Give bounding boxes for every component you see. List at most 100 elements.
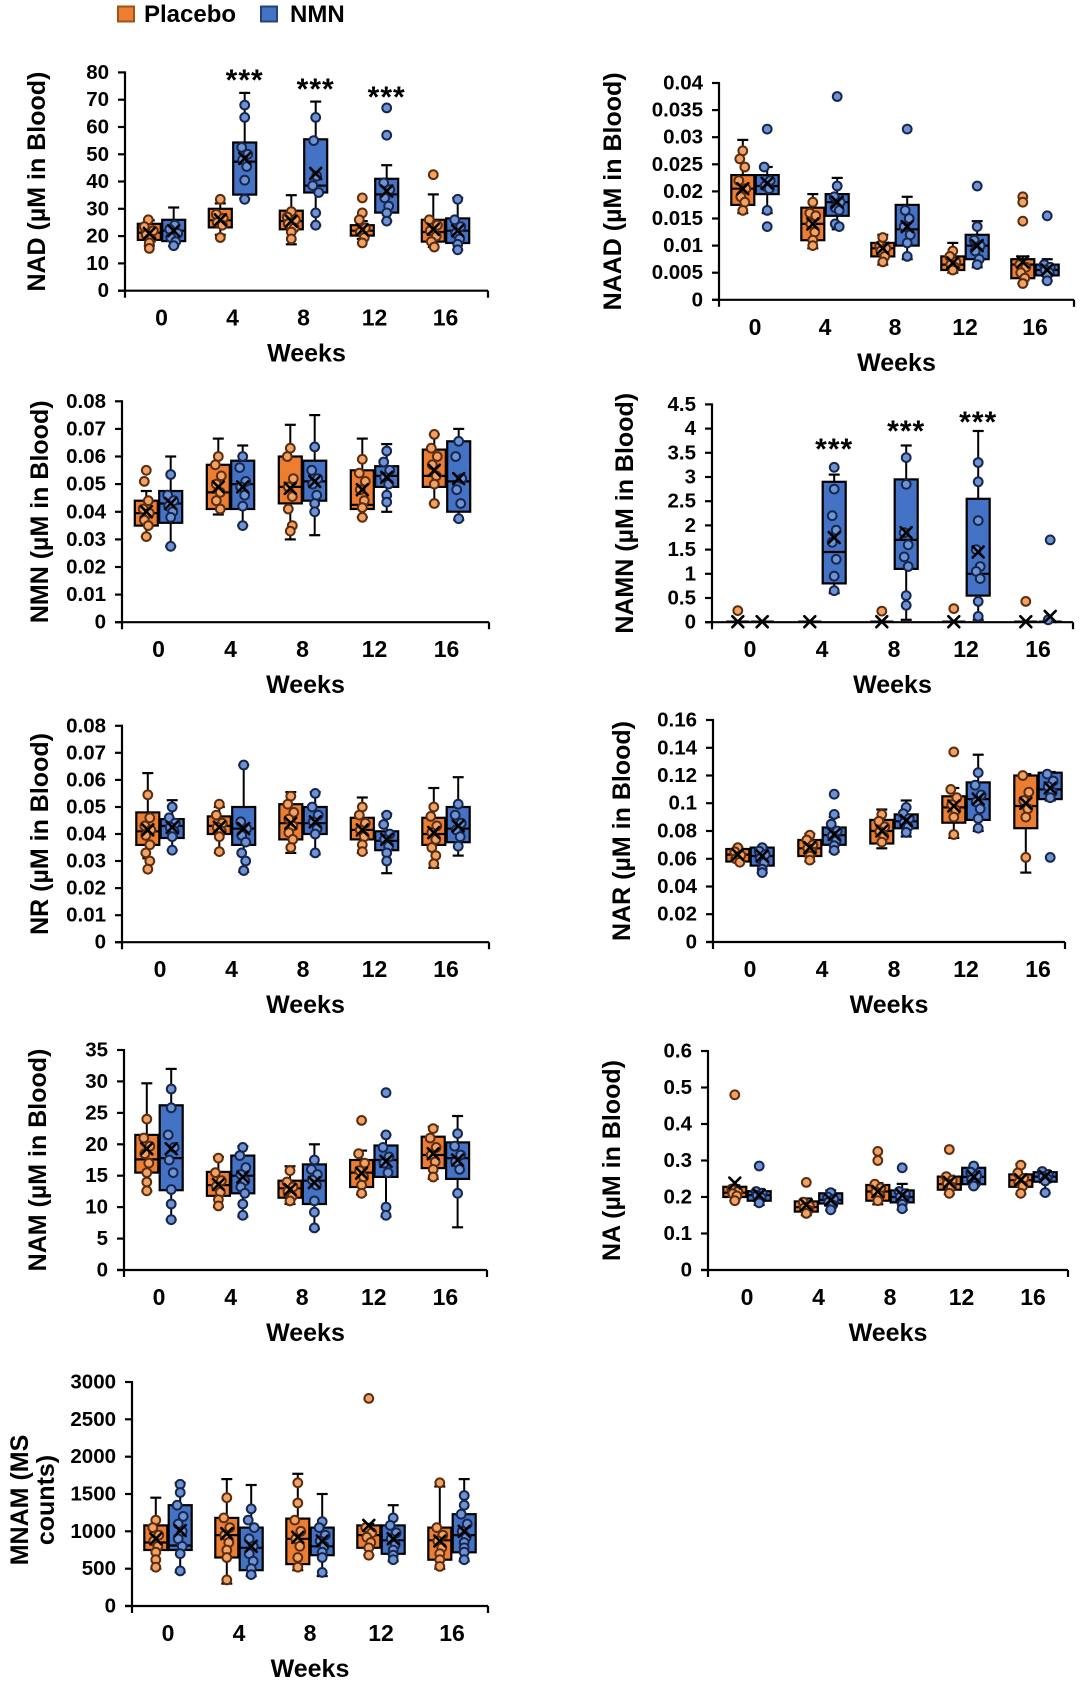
svg-text:16: 16 [433, 1284, 459, 1310]
svg-text:0.07: 0.07 [66, 417, 106, 440]
svg-text:20: 20 [86, 225, 109, 248]
svg-text:0: 0 [744, 636, 757, 662]
svg-text:0.12: 0.12 [657, 764, 697, 787]
svg-text:counts): counts) [32, 1455, 60, 1545]
svg-text:10: 10 [85, 1196, 108, 1219]
svg-text:0: 0 [98, 279, 109, 302]
svg-text:0.02: 0.02 [657, 903, 697, 926]
svg-text:0.01: 0.01 [66, 904, 106, 927]
svg-text:0.05: 0.05 [66, 796, 106, 819]
svg-text:0.3: 0.3 [664, 1149, 693, 1172]
svg-text:Weeks: Weeks [266, 991, 345, 1019]
svg-text:***: *** [815, 433, 853, 466]
svg-text:80: 80 [86, 61, 109, 84]
svg-text:0.08: 0.08 [66, 390, 106, 413]
svg-text:0.5: 0.5 [668, 587, 697, 610]
svg-text:MNAM (MS: MNAM (MS [6, 1435, 34, 1566]
svg-text:NAAD (µM in Blood): NAAD (µM in Blood) [599, 72, 627, 310]
svg-text:1000: 1000 [70, 1520, 116, 1543]
svg-text:0.01: 0.01 [663, 234, 703, 257]
svg-text:1500: 1500 [70, 1483, 116, 1506]
svg-text:0.035: 0.035 [652, 99, 703, 122]
svg-text:0: 0 [686, 931, 697, 954]
svg-text:0: 0 [95, 931, 106, 954]
svg-text:5: 5 [97, 1227, 108, 1250]
svg-text:30: 30 [85, 1070, 108, 1093]
svg-text:0.025: 0.025 [652, 153, 703, 176]
svg-text:0.08: 0.08 [66, 714, 106, 737]
svg-text:3: 3 [685, 466, 696, 489]
svg-text:4: 4 [233, 1620, 246, 1646]
svg-text:0.06: 0.06 [66, 445, 106, 468]
svg-text:0.005: 0.005 [652, 261, 703, 284]
svg-text:500: 500 [82, 1557, 116, 1580]
svg-text:0: 0 [95, 611, 106, 634]
svg-text:16: 16 [1025, 956, 1051, 982]
svg-text:0.5: 0.5 [664, 1076, 693, 1099]
svg-text:8: 8 [884, 1284, 897, 1310]
svg-text:8: 8 [297, 956, 310, 982]
svg-text:3.5: 3.5 [668, 441, 697, 464]
svg-text:0.03: 0.03 [66, 850, 106, 873]
svg-text:30: 30 [86, 197, 109, 220]
svg-text:2000: 2000 [70, 1445, 116, 1468]
svg-text:***: *** [297, 73, 335, 106]
svg-text:12: 12 [952, 314, 978, 340]
svg-text:12: 12 [362, 956, 388, 982]
svg-text:0.1: 0.1 [669, 792, 698, 815]
svg-text:0.16: 0.16 [657, 709, 697, 732]
svg-text:70: 70 [86, 88, 109, 111]
svg-text:12: 12 [362, 305, 388, 331]
svg-text:16: 16 [1020, 1284, 1046, 1310]
svg-text:NR (µM in Blood): NR (µM in Blood) [26, 733, 54, 935]
svg-text:0: 0 [155, 305, 168, 331]
svg-text:NAMN (µM in Blood): NAMN (µM in Blood) [611, 393, 639, 634]
svg-text:0.04: 0.04 [66, 500, 106, 523]
svg-text:Placebo: Placebo [144, 1, 236, 28]
svg-text:8: 8 [304, 1620, 317, 1646]
svg-text:16: 16 [439, 1620, 465, 1646]
svg-text:4: 4 [224, 636, 237, 662]
svg-text:0.1: 0.1 [664, 1222, 693, 1245]
svg-text:12: 12 [953, 636, 979, 662]
svg-text:0.03: 0.03 [66, 528, 106, 551]
svg-text:4: 4 [224, 1284, 237, 1310]
svg-text:0: 0 [685, 611, 696, 634]
svg-text:0.14: 0.14 [657, 736, 697, 759]
svg-text:0.6: 0.6 [664, 1040, 693, 1063]
svg-text:0.02: 0.02 [663, 180, 703, 203]
svg-text:0.07: 0.07 [66, 741, 106, 764]
svg-text:16: 16 [1025, 636, 1051, 662]
svg-text:12: 12 [362, 636, 388, 662]
svg-text:20: 20 [85, 1133, 108, 1156]
svg-text:15: 15 [85, 1164, 108, 1187]
svg-text:Weeks: Weeks [266, 671, 345, 699]
svg-text:0: 0 [97, 1259, 108, 1282]
svg-text:60: 60 [86, 116, 109, 139]
svg-text:8: 8 [888, 956, 901, 982]
svg-text:4: 4 [226, 305, 239, 331]
svg-text:8: 8 [296, 636, 309, 662]
svg-text:0: 0 [153, 1284, 166, 1310]
svg-text:Weeks: Weeks [853, 671, 932, 699]
svg-text:***: *** [226, 64, 264, 97]
svg-text:0: 0 [744, 956, 757, 982]
svg-text:16: 16 [434, 636, 460, 662]
svg-text:Weeks: Weeks [271, 1655, 350, 1683]
svg-text:Weeks: Weeks [267, 340, 346, 368]
svg-text:0.06: 0.06 [66, 768, 106, 791]
svg-text:***: *** [368, 81, 406, 114]
svg-text:NA (µM in Blood): NA (µM in Blood) [598, 1060, 626, 1261]
svg-text:12: 12 [368, 1620, 394, 1646]
svg-text:16: 16 [433, 956, 459, 982]
svg-text:16: 16 [433, 305, 459, 331]
svg-text:0: 0 [692, 288, 703, 311]
svg-text:4: 4 [816, 636, 829, 662]
svg-text:Weeks: Weeks [266, 1319, 345, 1347]
svg-text:Weeks: Weeks [857, 349, 936, 377]
svg-text:0.02: 0.02 [66, 556, 106, 579]
svg-text:NMN: NMN [290, 1, 345, 28]
svg-text:16: 16 [1022, 314, 1048, 340]
svg-text:4: 4 [225, 956, 238, 982]
svg-text:0.4: 0.4 [664, 1113, 693, 1136]
